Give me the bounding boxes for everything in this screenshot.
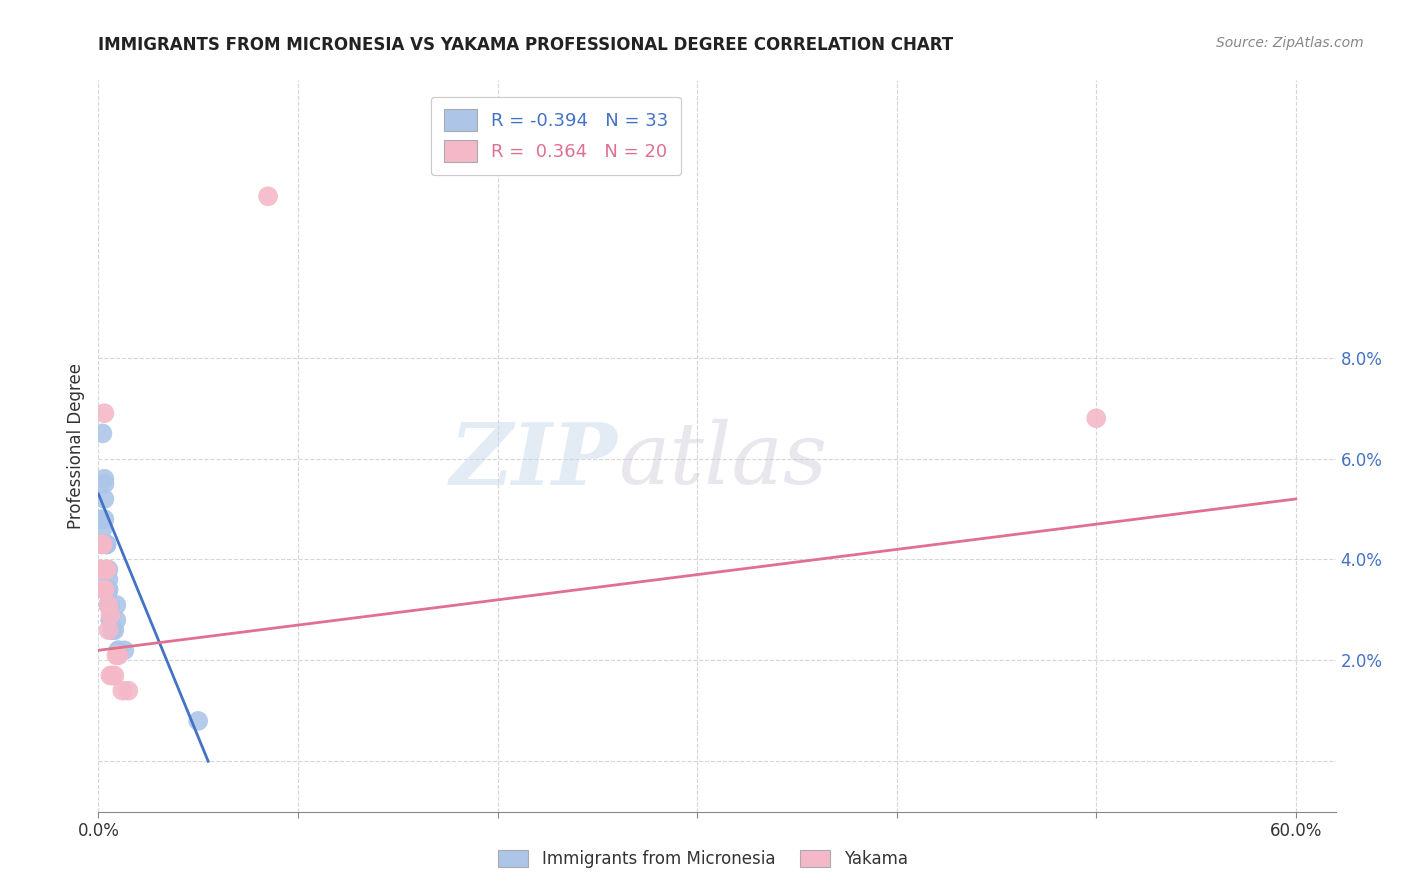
Point [187, 714, 209, 728]
Point [107, 643, 129, 657]
Text: IMMIGRANTS FROM MICRONESIA VS YAKAMA PROFESSIONAL DEGREE CORRELATION CHART: IMMIGRANTS FROM MICRONESIA VS YAKAMA PRO… [98, 36, 953, 54]
Text: ZIP: ZIP [450, 419, 619, 502]
Point [91, 426, 114, 441]
Point [96, 563, 118, 577]
Point [100, 668, 122, 682]
Point [107, 648, 129, 663]
Point [91, 563, 114, 577]
Point [96, 563, 118, 577]
Point [103, 623, 125, 637]
Point [105, 598, 128, 612]
Point [103, 668, 125, 682]
Point [91, 537, 114, 551]
Point [93, 491, 115, 506]
Point [97, 598, 120, 612]
Point [97, 582, 120, 597]
Point [97, 598, 120, 612]
Point [97, 563, 120, 577]
Point [1085, 411, 1108, 425]
Point [96, 537, 118, 551]
Point [101, 623, 124, 637]
Point [257, 189, 280, 203]
Point [93, 582, 115, 597]
Legend: Immigrants from Micronesia, Yakama: Immigrants from Micronesia, Yakama [492, 843, 914, 875]
Point [97, 598, 120, 612]
Point [97, 582, 120, 597]
Point [100, 607, 122, 622]
Point [101, 623, 124, 637]
Point [89, 537, 111, 551]
Point [89, 512, 111, 526]
Point [93, 512, 115, 526]
Point [105, 613, 128, 627]
Point [96, 563, 118, 577]
Text: Source: ZipAtlas.com: Source: ZipAtlas.com [1216, 36, 1364, 50]
Point [93, 472, 115, 486]
Y-axis label: Professional Degree: Professional Degree [66, 363, 84, 529]
Point [93, 476, 115, 491]
Point [91, 537, 114, 551]
Point [96, 537, 118, 551]
Point [105, 648, 128, 663]
Point [100, 613, 122, 627]
Point [112, 643, 135, 657]
Point [91, 522, 114, 536]
Point [97, 582, 120, 597]
Text: atlas: atlas [619, 419, 827, 502]
Point [97, 623, 120, 637]
Point [100, 598, 122, 612]
Point [117, 683, 139, 698]
Legend: R = -0.394   N = 33, R =  0.364   N = 20: R = -0.394 N = 33, R = 0.364 N = 20 [432, 96, 681, 175]
Point [101, 668, 124, 682]
Point [96, 537, 118, 551]
Point [89, 563, 111, 577]
Point [111, 683, 134, 698]
Point [100, 613, 122, 627]
Point [107, 643, 129, 657]
Point [97, 573, 120, 587]
Point [93, 406, 115, 420]
Point [93, 582, 115, 597]
Point [96, 537, 118, 551]
